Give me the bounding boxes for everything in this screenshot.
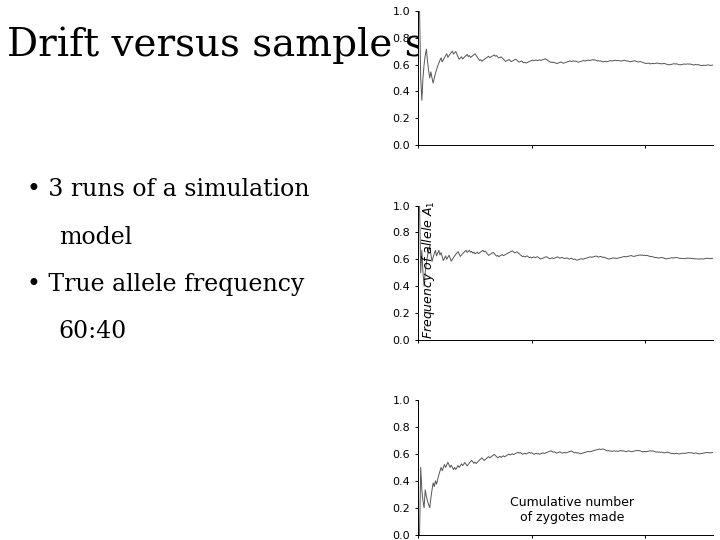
Text: Cumulative number
of zygotes made: Cumulative number of zygotes made xyxy=(510,496,634,524)
Text: Frequency of allele $A_1$: Frequency of allele $A_1$ xyxy=(420,201,437,339)
Text: • True allele frequency: • True allele frequency xyxy=(27,273,305,296)
Text: Drift versus sample size: Drift versus sample size xyxy=(7,26,480,64)
Text: 60:40: 60:40 xyxy=(59,320,127,343)
Text: model: model xyxy=(59,226,132,248)
Text: • 3 runs of a simulation: • 3 runs of a simulation xyxy=(27,178,310,201)
